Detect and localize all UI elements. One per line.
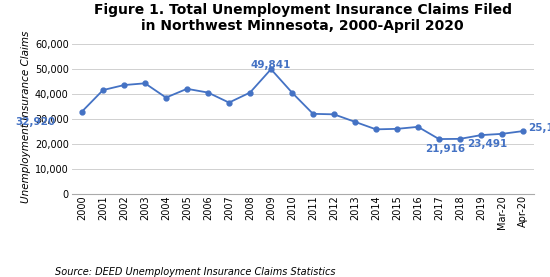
Title: Figure 1. Total Unemployment Insurance Claims Filed
in Northwest Minnesota, 2000: Figure 1. Total Unemployment Insurance C… — [94, 3, 512, 34]
Text: 32,920: 32,920 — [16, 117, 56, 127]
Text: 23,491: 23,491 — [467, 139, 508, 149]
Text: 25,107: 25,107 — [528, 123, 550, 133]
Text: 49,841: 49,841 — [251, 60, 291, 70]
Y-axis label: Unemployment Insurance Claims: Unemployment Insurance Claims — [21, 30, 31, 202]
Text: 21,916: 21,916 — [425, 143, 465, 153]
Text: Source: DEED Unemployment Insurance Claims Statistics: Source: DEED Unemployment Insurance Clai… — [55, 267, 336, 277]
